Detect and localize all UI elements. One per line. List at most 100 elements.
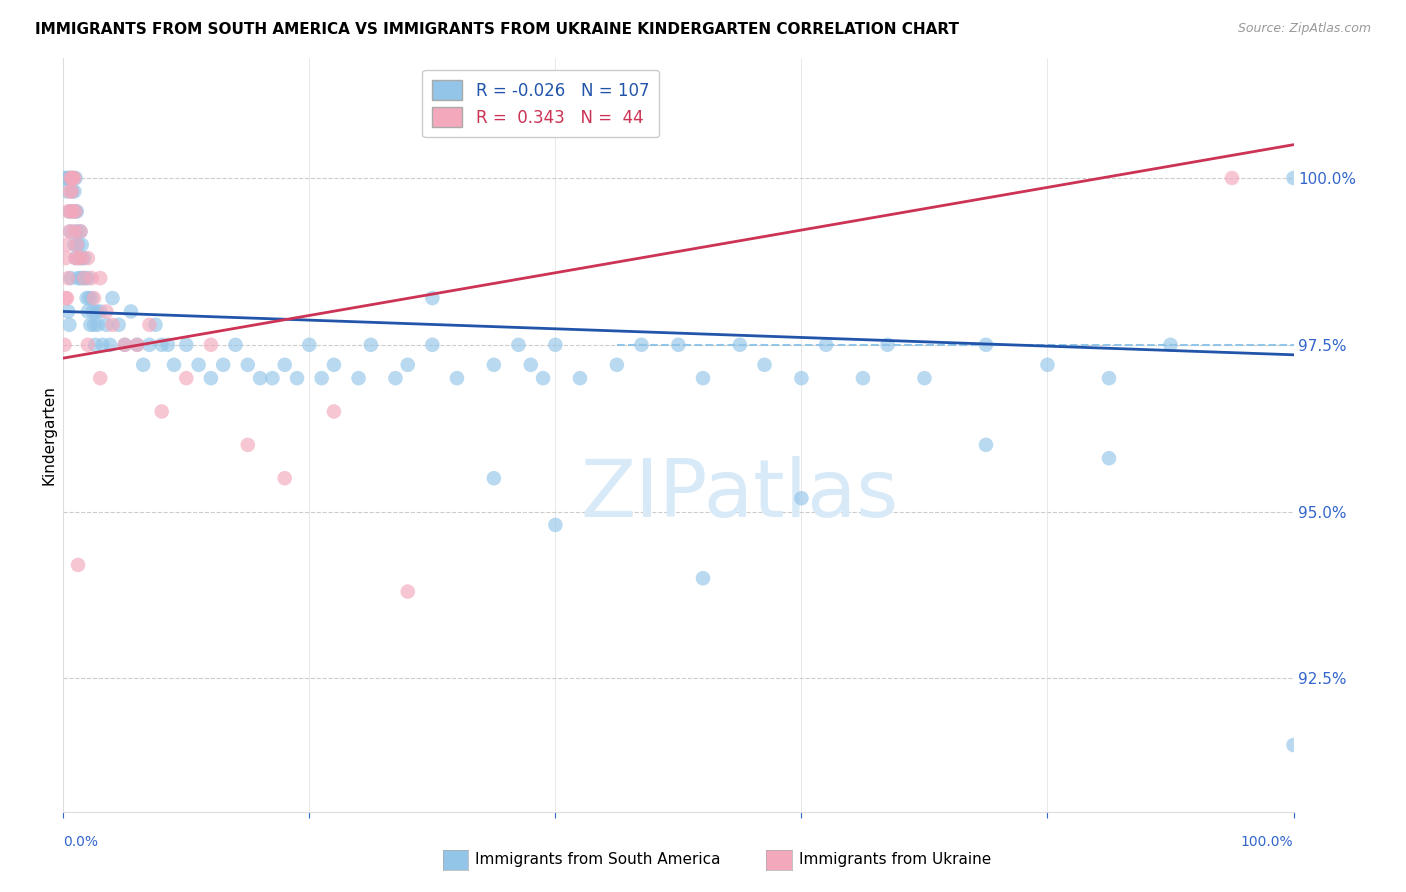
Point bbox=[56, 304, 79, 318]
Point bbox=[790, 371, 813, 385]
Point bbox=[187, 358, 209, 372]
Point bbox=[66, 237, 89, 252]
Point bbox=[396, 584, 419, 599]
Point bbox=[236, 438, 259, 452]
Point bbox=[56, 171, 79, 186]
Point bbox=[396, 358, 419, 372]
Point bbox=[58, 224, 80, 238]
Point bbox=[876, 338, 898, 352]
Point bbox=[914, 371, 936, 385]
Point bbox=[67, 251, 90, 265]
Point bbox=[127, 338, 148, 352]
Point bbox=[145, 318, 167, 332]
Point bbox=[86, 318, 108, 332]
Point bbox=[1282, 738, 1305, 752]
Point bbox=[76, 271, 98, 285]
Point bbox=[273, 358, 295, 372]
Point bbox=[360, 338, 382, 352]
Point bbox=[66, 204, 89, 219]
Point bbox=[1098, 451, 1121, 466]
Point bbox=[298, 338, 321, 352]
Point bbox=[65, 204, 87, 219]
Point bbox=[974, 338, 997, 352]
Point bbox=[76, 291, 98, 305]
Point bbox=[89, 371, 111, 385]
Point bbox=[754, 358, 776, 372]
Point bbox=[56, 204, 79, 219]
Point bbox=[59, 271, 82, 285]
Point bbox=[67, 558, 90, 572]
Point bbox=[59, 224, 82, 238]
Point bbox=[86, 304, 108, 318]
Point bbox=[65, 204, 87, 219]
Point bbox=[1036, 358, 1059, 372]
Point bbox=[852, 371, 875, 385]
Point bbox=[138, 338, 160, 352]
Point bbox=[1098, 371, 1121, 385]
Point bbox=[249, 371, 271, 385]
Legend: R = -0.026   N = 107, R =  0.343   N =  44: R = -0.026 N = 107, R = 0.343 N = 44 bbox=[422, 70, 659, 137]
Point bbox=[127, 338, 148, 352]
Point bbox=[262, 371, 284, 385]
Point bbox=[225, 338, 247, 352]
Point bbox=[65, 251, 87, 265]
Point bbox=[63, 224, 86, 238]
Point bbox=[75, 271, 97, 285]
Point bbox=[73, 271, 96, 285]
Text: 0.0%: 0.0% bbox=[63, 835, 98, 849]
Point bbox=[422, 338, 444, 352]
Point bbox=[69, 224, 91, 238]
Point bbox=[89, 304, 111, 318]
Point bbox=[544, 338, 567, 352]
Point bbox=[174, 338, 197, 352]
Point bbox=[311, 371, 333, 385]
Point bbox=[323, 358, 346, 372]
Point bbox=[70, 237, 93, 252]
Point bbox=[56, 171, 79, 186]
Point bbox=[66, 224, 89, 238]
Point bbox=[59, 171, 82, 186]
Point bbox=[60, 185, 83, 199]
Point bbox=[89, 271, 111, 285]
Point bbox=[323, 404, 346, 418]
Point bbox=[482, 358, 505, 372]
Point bbox=[120, 304, 142, 318]
Point bbox=[384, 371, 406, 385]
Y-axis label: Kindergarten: Kindergarten bbox=[41, 385, 56, 484]
Point bbox=[58, 318, 80, 332]
Point bbox=[1282, 171, 1305, 186]
Point bbox=[62, 171, 84, 186]
Point bbox=[55, 251, 77, 265]
Point bbox=[63, 237, 86, 252]
Point bbox=[347, 371, 370, 385]
Point bbox=[666, 338, 689, 352]
Point bbox=[58, 204, 80, 219]
Point bbox=[60, 171, 83, 186]
Point bbox=[67, 237, 90, 252]
Point bbox=[422, 291, 444, 305]
Point bbox=[73, 251, 96, 265]
Point bbox=[77, 291, 100, 305]
Point bbox=[72, 271, 94, 285]
Text: ZIPatlas: ZIPatlas bbox=[581, 456, 898, 534]
Point bbox=[70, 251, 93, 265]
Point bbox=[630, 338, 652, 352]
Point bbox=[150, 404, 173, 418]
Text: Source: ZipAtlas.com: Source: ZipAtlas.com bbox=[1237, 22, 1371, 36]
Point bbox=[606, 358, 628, 372]
Point bbox=[174, 371, 197, 385]
Point bbox=[70, 251, 93, 265]
Point bbox=[60, 171, 83, 186]
Point bbox=[446, 371, 468, 385]
Point bbox=[273, 471, 295, 485]
Point bbox=[65, 251, 87, 265]
Point bbox=[76, 304, 98, 318]
Point bbox=[200, 338, 222, 352]
Point bbox=[163, 358, 186, 372]
Point bbox=[236, 358, 259, 372]
Point bbox=[53, 338, 76, 352]
Point bbox=[150, 338, 173, 352]
Point bbox=[56, 237, 79, 252]
Text: Immigrants from Ukraine: Immigrants from Ukraine bbox=[799, 853, 991, 867]
Point bbox=[482, 471, 505, 485]
